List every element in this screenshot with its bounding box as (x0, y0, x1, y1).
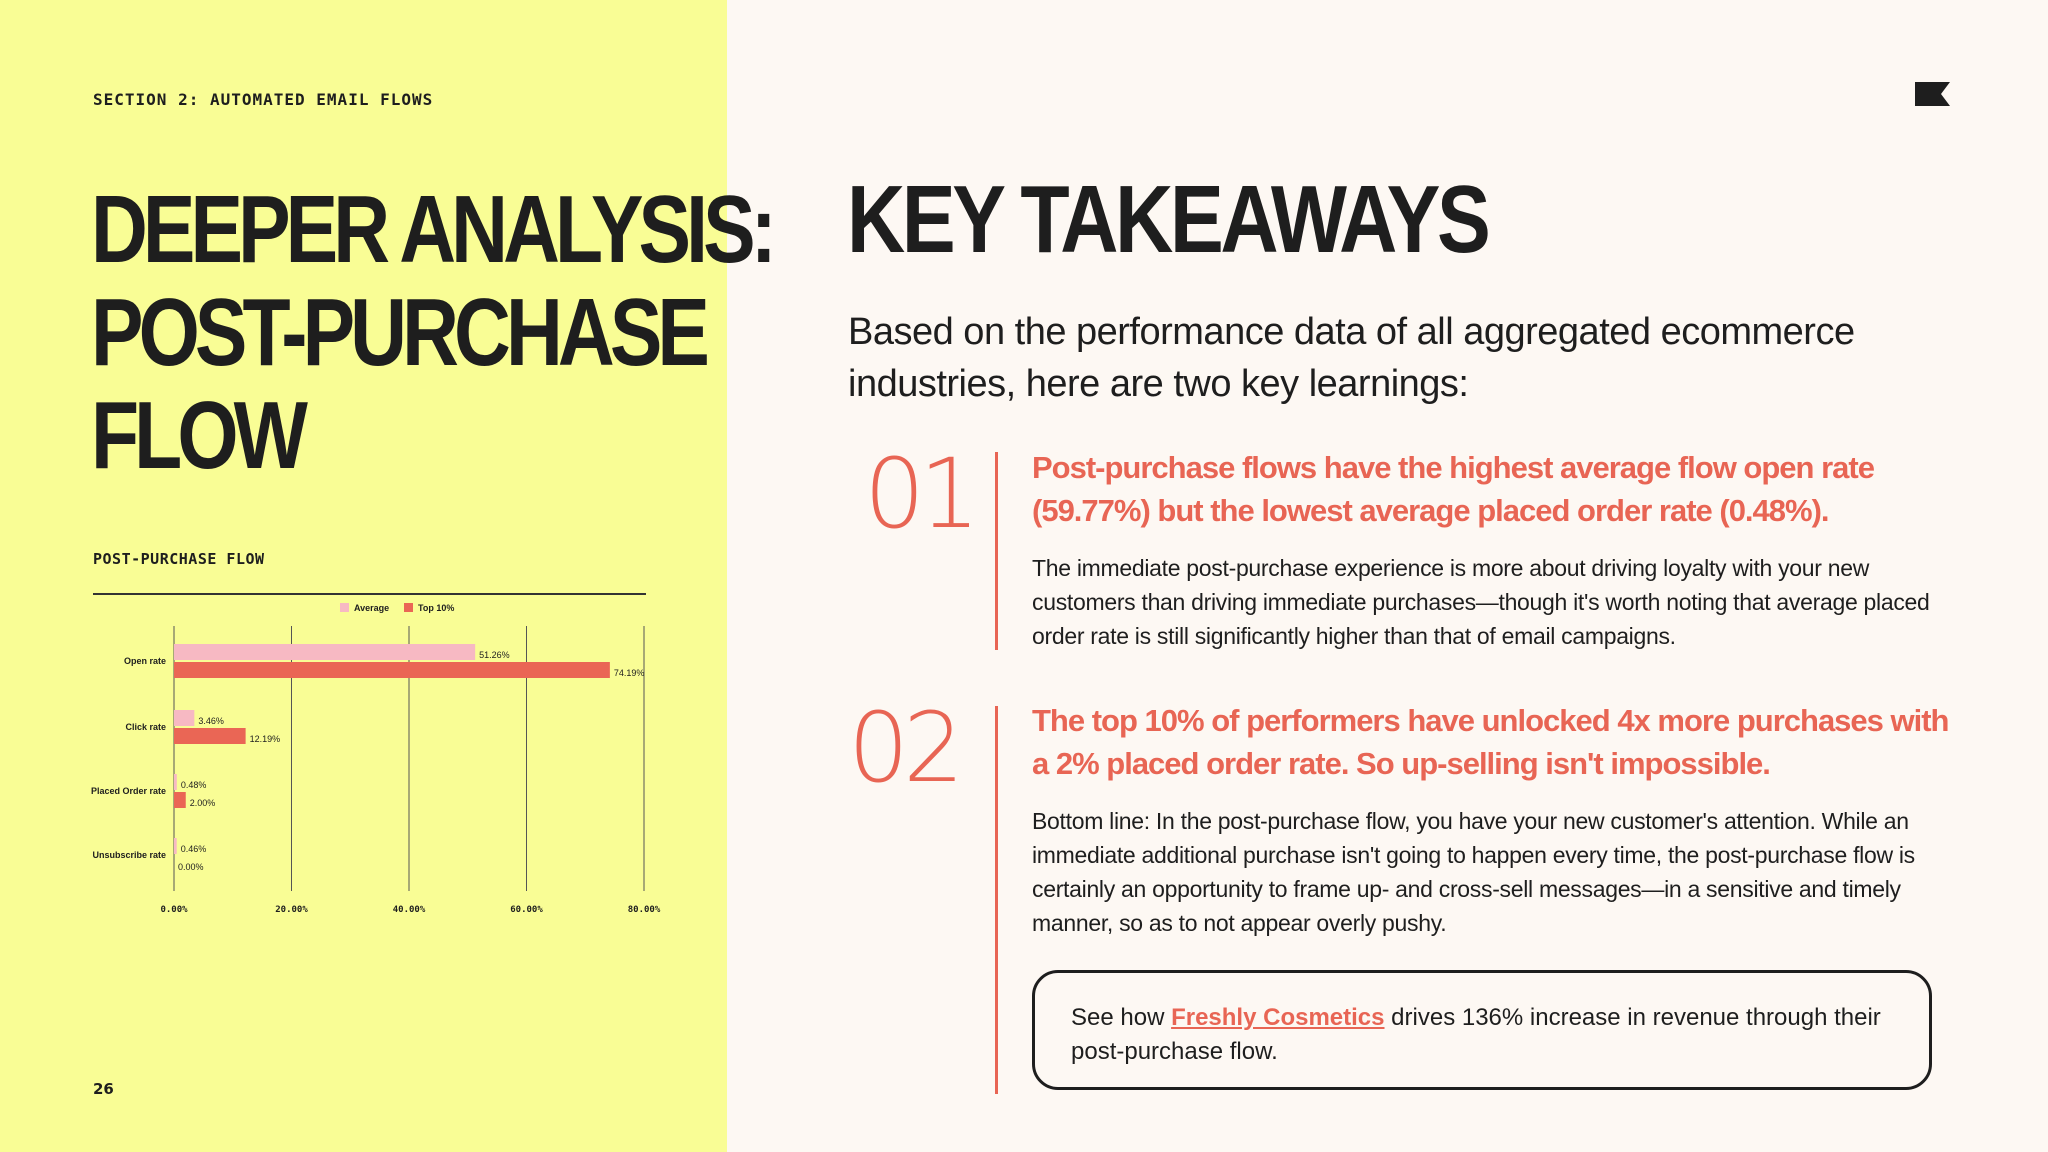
data-label: 74.19% (614, 668, 645, 678)
data-label: 2.00% (190, 798, 216, 808)
bar (174, 662, 610, 678)
page-number: 26 (93, 1080, 114, 1098)
x-tick-label: 80.00% (628, 905, 661, 915)
key-takeaways-title: KEY TAKEAWAYS (847, 166, 1491, 273)
bar (174, 710, 195, 726)
data-label: 0.00% (178, 862, 204, 872)
chart-divider (93, 593, 646, 595)
bar (174, 644, 476, 660)
takeaway-divider (995, 452, 998, 650)
category-label: Unsubscribe rate (92, 850, 166, 860)
category-label: Click rate (125, 722, 166, 732)
bar (174, 838, 177, 854)
data-label: 3.46% (198, 716, 224, 726)
post-purchase-chart: Average Top 10% 0.00% 20.00% 40.00% 60.00% 80.… (91, 603, 661, 915)
takeaway-divider (995, 706, 998, 1094)
takeaway-number: 01 (864, 438, 980, 550)
callout-text: drives 136% increase in revenue through … (1071, 1004, 1881, 1065)
category-label: Open rate (124, 656, 166, 666)
case-study-callout: See how Freshly Cosmetics drives 136% in… (1032, 970, 1932, 1090)
bar (174, 728, 246, 744)
legend-swatch (340, 603, 349, 612)
category-label: Placed Order rate (91, 786, 166, 796)
page-title-line: DEEPER ANALYSIS: (91, 176, 777, 283)
takeaway-body: Bottom line: In the post-purchase flow, … (1032, 808, 1915, 936)
x-tick-label: 60.00% (510, 905, 543, 915)
takeaway-heading: Post-purchase flows have the highest ave… (1032, 450, 1875, 528)
page-title: DEEPER ANALYSIS: POST-PURCHASE FLOW (91, 176, 777, 489)
data-label: 0.46% (181, 844, 207, 854)
page-title-line: POST-PURCHASE (91, 279, 710, 386)
x-tick-label: 0.00% (160, 905, 188, 915)
bar (174, 792, 186, 808)
takeaway-number: 02 (848, 692, 964, 804)
data-label: 51.26% (479, 650, 510, 660)
callout-text: See how (1071, 1004, 1172, 1031)
data-label: 12.19% (250, 734, 281, 744)
chart-label: POST-PURCHASE FLOW (93, 550, 265, 568)
takeaway-body: The immediate post-purchase experience i… (1032, 555, 1930, 649)
legend-swatch (404, 603, 413, 612)
section-label: SECTION 2: AUTOMATED EMAIL FLOWS (93, 90, 434, 109)
bar (174, 774, 177, 790)
x-tick-label: 20.00% (275, 905, 308, 915)
data-label: 0.48% (181, 780, 207, 790)
x-tick-label: 40.00% (393, 905, 426, 915)
legend-label: Average (354, 603, 389, 613)
takeaway-heading: The top 10% of performers have unlocked … (1032, 703, 1950, 781)
legend-label: Top 10% (418, 603, 454, 613)
left-panel: SECTION 2: AUTOMATED EMAIL FLOWS DEEPER … (0, 0, 777, 1152)
intro-text: Based on the performance data of all agg… (848, 311, 1855, 405)
freshly-cosmetics-link[interactable]: Freshly Cosmetics (1171, 1004, 1385, 1031)
page-title-line: FLOW (91, 382, 308, 489)
flag-icon (1915, 82, 1950, 106)
